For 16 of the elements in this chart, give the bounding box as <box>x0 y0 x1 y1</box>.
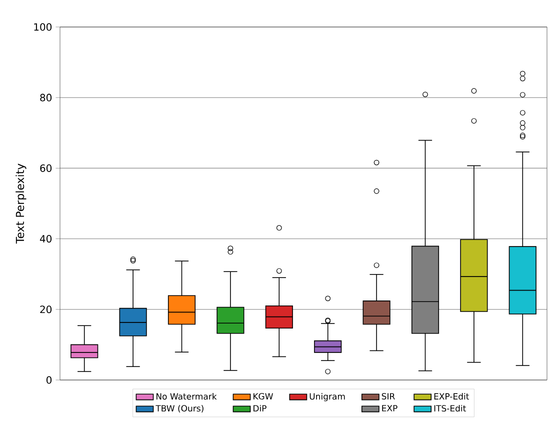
y-tick-label: 60 <box>40 164 52 172</box>
y-tick-label: 80 <box>40 94 52 102</box>
legend-label: SIR <box>382 393 395 400</box>
legend-label: Unigram <box>310 393 345 402</box>
legend-label: DiP <box>254 404 266 412</box>
y-tick-label: 20 <box>40 306 52 314</box>
legend-label: EXP <box>382 405 398 412</box>
legend-label: ITS-Edit <box>434 404 466 412</box>
y-axis-title: Text Perplexity <box>16 164 26 244</box>
legend-label: EXP-Edit <box>434 393 470 400</box>
y-tick-label: 100 <box>34 23 52 31</box>
y-tick-label: 40 <box>40 234 52 243</box>
legend-label: TBW (Ours) <box>156 404 204 413</box>
legend-label: No Watermark <box>156 393 217 400</box>
y-tick-label: 0 <box>46 376 52 384</box>
legend-label: KGW <box>254 393 273 400</box>
